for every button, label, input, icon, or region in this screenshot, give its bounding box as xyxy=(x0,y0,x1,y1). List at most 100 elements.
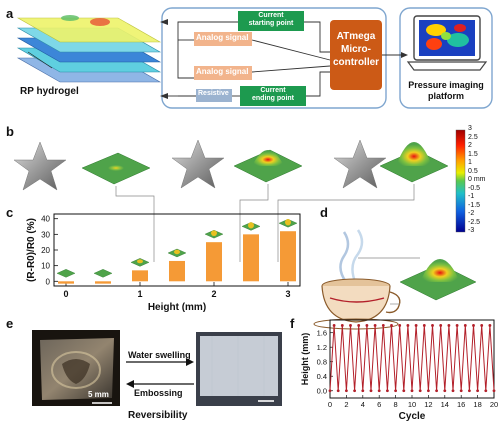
panel-label-f: f xyxy=(290,316,295,331)
colorbar-tick: -1.5 xyxy=(468,201,481,209)
arrow-left-2 xyxy=(160,93,168,99)
colorbar-tick: -2.5 xyxy=(468,218,481,226)
x-tick-label: 0 xyxy=(63,289,68,299)
resistive-label: Resistive xyxy=(198,90,229,97)
data-point xyxy=(394,389,397,393)
current-start-label: Current starting point xyxy=(248,12,294,27)
data-point xyxy=(418,389,422,393)
bar-heatmap-icon xyxy=(56,269,76,278)
x-axis-label: Height (mm) xyxy=(148,302,206,313)
bar-heatmap-peak xyxy=(174,249,180,255)
colorbar-tick: -1 xyxy=(468,193,475,200)
colorbar-tick: 2 xyxy=(468,142,472,149)
colorbar-tick: -0.5 xyxy=(468,184,481,192)
colorbar xyxy=(455,129,466,233)
x-tick-label: 12 xyxy=(424,400,432,409)
current-end-label: Current ending point xyxy=(252,87,294,102)
panel-label-a: a xyxy=(6,6,14,21)
circuit-frame xyxy=(161,7,387,109)
y-tick-label: 1.2 xyxy=(317,343,327,352)
data-point xyxy=(361,389,365,393)
bar xyxy=(243,234,259,282)
colorbar-tick: 1 xyxy=(468,159,472,166)
star-photo-2 xyxy=(171,139,225,189)
y-tick-label: 0.8 xyxy=(317,358,327,367)
y-tick-label: 30 xyxy=(41,230,50,239)
panel-label-c: c xyxy=(6,205,14,220)
x-tick-label: 16 xyxy=(457,400,465,409)
bar-heatmap-icon xyxy=(93,269,113,278)
x-tick-label: 8 xyxy=(394,400,398,409)
height-line xyxy=(329,325,495,391)
x-tick-label: 3 xyxy=(285,289,290,299)
data-point xyxy=(459,389,463,393)
analog-signal-2: Analog signal xyxy=(196,67,249,76)
data-point xyxy=(435,389,438,393)
x-tick-label: 20 xyxy=(490,400,498,409)
connector-lines xyxy=(115,184,415,262)
data-point xyxy=(488,324,492,327)
data-point xyxy=(345,389,348,393)
data-point xyxy=(451,389,455,393)
data-point xyxy=(439,324,443,327)
star-photo-1 xyxy=(13,141,67,191)
hydrogel-pointer xyxy=(27,51,53,69)
mcu-box xyxy=(330,20,382,90)
embossing-label: Embossing xyxy=(134,388,183,398)
x-tick-label: 6 xyxy=(377,400,381,409)
data-point xyxy=(455,324,459,327)
bar-heatmap-peak xyxy=(248,222,254,229)
teacup-illustration xyxy=(313,229,401,330)
bar-heatmap-peak xyxy=(285,219,291,226)
y-axis-label: (R-R0)/R0 (%) xyxy=(26,218,37,282)
x-tick-label: 1 xyxy=(137,289,142,299)
embossed-hydrogel-photo xyxy=(32,330,120,406)
x-tick-label: 0 xyxy=(328,400,332,409)
bar xyxy=(206,242,222,282)
colorbar-tick: 2.5 xyxy=(468,133,478,141)
data-point xyxy=(468,389,471,393)
heatmap-2 xyxy=(233,149,303,183)
star-photo-3 xyxy=(333,139,387,189)
data-point xyxy=(492,389,496,393)
heatmap-3 xyxy=(379,142,449,183)
data-point xyxy=(480,324,484,327)
data-point xyxy=(443,389,447,393)
colorbar-tick: -3 xyxy=(468,227,475,234)
reversibility-label: Reversibility xyxy=(128,410,188,421)
resistive-box xyxy=(196,89,232,102)
data-point xyxy=(398,324,402,327)
scale-label-e: 5 mm xyxy=(88,390,109,399)
hydrogel-stack xyxy=(16,15,162,83)
data-point xyxy=(386,389,389,393)
colorbar-tick: 1.5 xyxy=(468,150,478,158)
y-tick-label: 0.4 xyxy=(317,372,327,381)
data-point xyxy=(402,389,406,393)
y-axis-label: Height (mm) xyxy=(300,333,310,386)
mcu-label: ATmega Micro-controller xyxy=(332,31,380,68)
bar-heatmap-peak xyxy=(211,230,217,237)
panel-label-e: e xyxy=(6,316,14,331)
bar xyxy=(280,231,296,282)
analog-signal-box-2 xyxy=(194,66,252,80)
x-tick-label: 2 xyxy=(211,289,216,299)
data-point xyxy=(357,324,361,327)
data-point xyxy=(406,324,410,327)
colorbar-tick: 0 mm xyxy=(468,176,486,183)
heatmap-1 xyxy=(81,152,151,185)
data-point xyxy=(373,324,377,327)
data-point xyxy=(422,324,426,327)
bar xyxy=(169,260,185,282)
bar xyxy=(132,270,148,282)
flat-hydrogel-photo xyxy=(196,332,282,406)
x-tick-label: 14 xyxy=(441,400,449,409)
y-tick-label: 20 xyxy=(41,246,50,255)
arrow-left xyxy=(160,19,168,25)
data-point xyxy=(377,389,381,393)
x-tick-label: 2 xyxy=(344,400,348,409)
x-axis-label: Cycle xyxy=(399,411,426,422)
data-point xyxy=(484,389,488,393)
chart-c: 0 10 20 30 40 0 1 2 3 Height (mm) (R-R0)/R0 (%) xyxy=(26,213,301,313)
chart-f: 0.0 0.4 0.8 1.2 1.6 0 2 4 6 8 10 12 14 16 18 20 Cycle Hei… xyxy=(300,319,498,422)
